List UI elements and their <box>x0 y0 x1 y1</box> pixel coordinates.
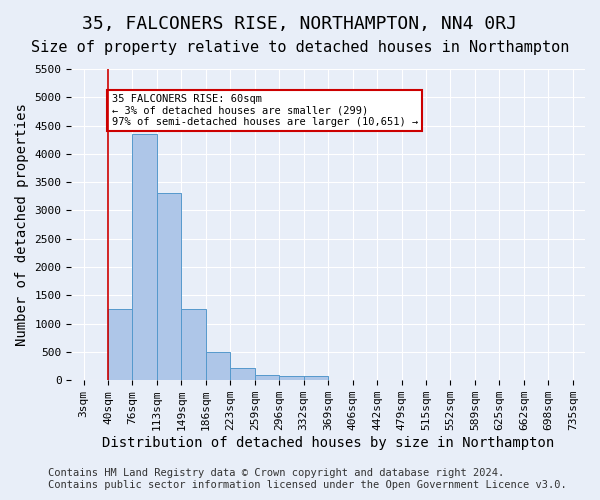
Text: 35, FALCONERS RISE, NORTHAMPTON, NN4 0RJ: 35, FALCONERS RISE, NORTHAMPTON, NN4 0RJ <box>83 15 517 33</box>
X-axis label: Distribution of detached houses by size in Northampton: Distribution of detached houses by size … <box>102 436 554 450</box>
Text: Contains HM Land Registry data © Crown copyright and database right 2024.
Contai: Contains HM Land Registry data © Crown c… <box>48 468 567 490</box>
Bar <box>206 352 230 380</box>
Bar <box>108 310 133 380</box>
Text: 35 FALCONERS RISE: 60sqm
← 3% of detached houses are smaller (299)
97% of semi-d: 35 FALCONERS RISE: 60sqm ← 3% of detache… <box>112 94 418 127</box>
Bar <box>157 194 181 380</box>
Bar <box>230 368 255 380</box>
Text: Size of property relative to detached houses in Northampton: Size of property relative to detached ho… <box>31 40 569 55</box>
Bar <box>181 310 206 380</box>
Y-axis label: Number of detached properties: Number of detached properties <box>15 103 29 346</box>
Bar <box>304 376 328 380</box>
Bar <box>255 374 279 380</box>
Bar <box>133 134 157 380</box>
Bar <box>279 376 304 380</box>
